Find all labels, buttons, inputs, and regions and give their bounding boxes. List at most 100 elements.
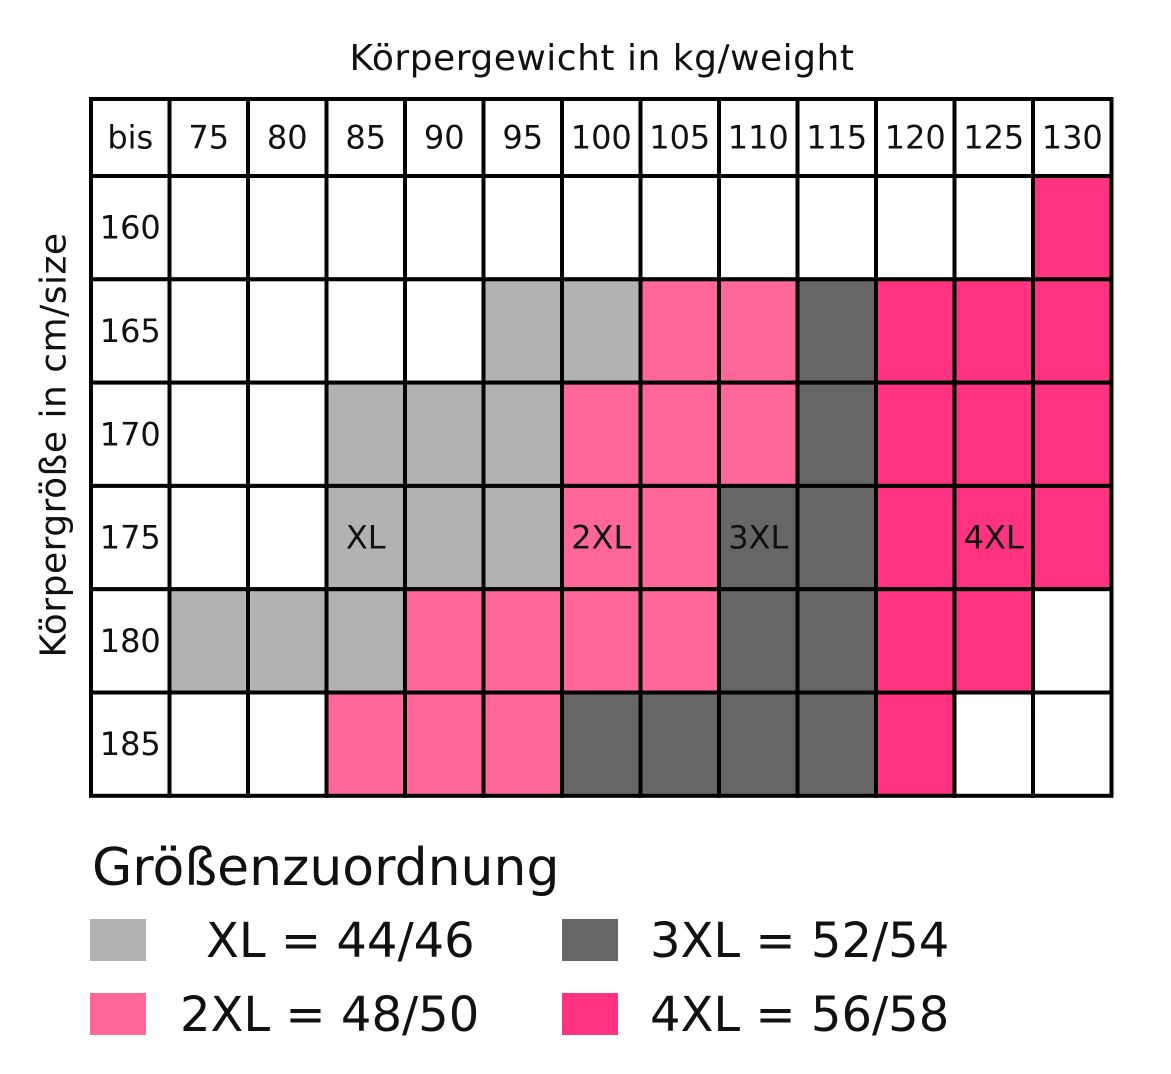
size-cell	[324, 587, 407, 695]
weight-tick-label: 105	[649, 119, 710, 157]
x-axis-title: Körpergewicht in kg/weight	[349, 38, 855, 79]
size-cell	[874, 587, 957, 695]
size-cell	[1031, 483, 1114, 592]
size-cell	[560, 483, 643, 592]
weight-tick-label: 75	[188, 119, 229, 157]
size-cell	[717, 380, 800, 488]
size-cell	[795, 483, 878, 592]
size-cell	[481, 483, 564, 592]
size-cell	[324, 174, 407, 282]
size-cell	[795, 587, 878, 695]
size-cell	[324, 380, 407, 488]
size-cell	[481, 690, 564, 798]
height-header-cell	[89, 174, 172, 282]
size-cell	[246, 277, 329, 385]
size-cell	[403, 380, 486, 488]
size-cell	[1031, 174, 1114, 282]
size-cell	[717, 277, 800, 385]
size-cell	[403, 174, 486, 282]
corner-label: bis	[107, 119, 153, 157]
weight-tick-label: 90	[424, 119, 465, 157]
size-cell	[403, 587, 486, 695]
size-cell	[481, 174, 564, 282]
size-cell	[560, 587, 643, 695]
legend-text-4xl: 4XL = 56/58	[650, 987, 950, 1043]
weight-tick-label: 115	[806, 119, 867, 157]
size-cell	[717, 587, 800, 695]
size-cell	[952, 380, 1035, 488]
legend-swatch-3xl	[562, 919, 618, 961]
weight-tick-label: 95	[502, 119, 543, 157]
height-tick-label: 180	[100, 622, 161, 660]
size-cell	[638, 277, 721, 385]
size-cell	[952, 587, 1035, 695]
size-cell	[481, 380, 564, 488]
size-cell	[560, 174, 643, 282]
size-cell	[246, 483, 329, 592]
y-axis-title: Körpergröße in cm/size	[33, 232, 75, 658]
size-cell	[167, 483, 250, 592]
height-tick-label: 170	[100, 415, 161, 453]
height-header-cell	[89, 690, 172, 798]
size-cell	[795, 174, 878, 282]
size-cell	[717, 174, 800, 282]
size-cell	[874, 483, 957, 592]
size-cell	[1031, 690, 1114, 798]
size-cell	[952, 174, 1035, 282]
size-cell	[638, 380, 721, 488]
size-cell	[952, 277, 1035, 385]
height-tick-label: 185	[100, 725, 161, 763]
weight-tick-label: 130	[1042, 119, 1103, 157]
height-header-cell	[89, 587, 172, 695]
weight-tick-label: 85	[345, 119, 386, 157]
size-cell	[167, 277, 250, 385]
size-cell	[324, 277, 407, 385]
legend-swatch-xl	[90, 919, 146, 961]
size-cell-label: 2XL	[571, 519, 631, 557]
size-cell	[403, 277, 486, 385]
size-cell-label: 3XL	[728, 519, 788, 557]
size-cell	[795, 380, 878, 488]
weight-tick-label: 110	[728, 119, 789, 157]
size-cell	[560, 690, 643, 798]
size-cell	[246, 587, 329, 695]
size-cell	[167, 380, 250, 488]
size-cell	[717, 690, 800, 798]
size-cell	[952, 690, 1035, 798]
size-cell	[638, 483, 721, 592]
height-tick-label: 175	[100, 519, 161, 557]
size-cell	[481, 277, 564, 385]
weight-tick-label: 100	[571, 119, 632, 157]
size-cell	[403, 690, 486, 798]
size-cell	[638, 174, 721, 282]
height-header-cell	[89, 483, 172, 592]
size-cell	[874, 174, 957, 282]
size-cell	[324, 690, 407, 798]
legend-text-xl: XL = 44/46	[206, 913, 475, 969]
size-cell	[638, 587, 721, 695]
legend-text-2xl: 2XL = 48/50	[180, 987, 480, 1043]
size-cell	[874, 380, 957, 488]
size-cell	[403, 483, 486, 592]
size-cell	[795, 277, 878, 385]
weight-tick-label: 120	[885, 119, 946, 157]
size-cell	[167, 587, 250, 695]
size-chart-grid: bis 75 80 85 90 95 100 105 110 115 120 125 130 160 165…	[89, 97, 1114, 798]
height-header-cell	[89, 380, 172, 488]
size-cell	[167, 690, 250, 798]
weight-tick-label: 125	[963, 119, 1024, 157]
size-cell	[1031, 587, 1114, 695]
size-cell	[246, 174, 329, 282]
size-cell	[795, 690, 878, 798]
size-cell	[638, 690, 721, 798]
height-tick-label: 160	[100, 209, 161, 247]
weight-header-cell	[795, 97, 878, 178]
size-cell	[560, 277, 643, 385]
legend-text-3xl: 3XL = 52/54	[650, 913, 950, 969]
size-cell	[246, 690, 329, 798]
size-cell	[481, 587, 564, 695]
legend-title: Größenzuordnung	[92, 838, 560, 898]
size-cell-label: 4XL	[964, 519, 1024, 557]
weight-header-cell	[638, 97, 721, 178]
size-cell	[560, 380, 643, 488]
